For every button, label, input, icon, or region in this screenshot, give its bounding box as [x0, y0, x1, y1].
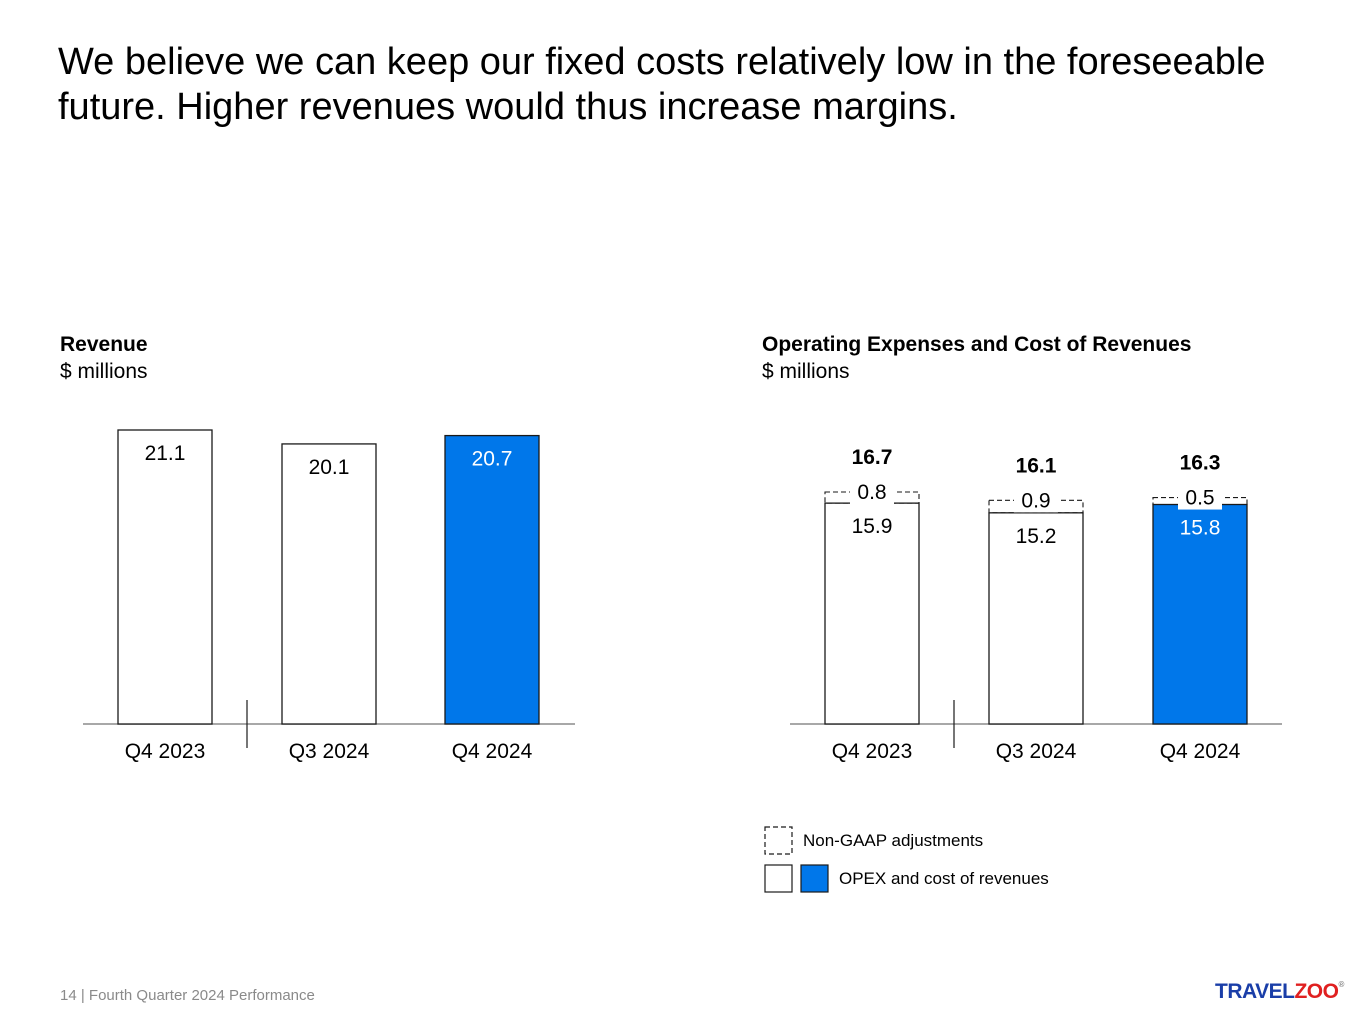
legend-swatch-non-gaap: [764, 826, 793, 855]
x-tick-label: Q3 2024: [289, 740, 370, 763]
bar-q4-2023: [117, 429, 213, 725]
opex-value-label: 15.2: [1016, 525, 1057, 548]
total-value-label: 16.1: [1016, 454, 1057, 477]
legend-label-opex: OPEX and cost of revenues: [839, 869, 1049, 888]
adjustment-value-label: 0.5: [1185, 487, 1214, 510]
revenue-chart-subtitle: $ millions: [60, 360, 148, 383]
total-value-label: 16.3: [1180, 452, 1221, 475]
opex-chart-subtitle: $ millions: [762, 360, 850, 383]
adjustment-label-bg: [1178, 487, 1222, 510]
bar-value-label: 20.1: [309, 456, 350, 479]
bar-q4-2024: [444, 434, 540, 725]
legend-label-non-gaap: Non-GAAP adjustments: [803, 831, 984, 850]
revenue-chart: 21.1 Q4 2023 20.1 Q3 2024 20.7 Q4 2024: [83, 429, 575, 763]
logo-registered-mark: ®: [1338, 980, 1344, 989]
total-value-label: 16.7: [852, 446, 893, 469]
travelzoo-logo: TRAVELZOO®: [1215, 980, 1344, 1004]
adjustment-value-label: 0.8: [857, 481, 886, 504]
logo-main: TRAVEL: [1215, 980, 1295, 1003]
opex-legend-marks: [764, 826, 829, 893]
revenue-chart-title: Revenue: [60, 333, 148, 356]
logo-accent: ZOO: [1294, 980, 1339, 1003]
bar-opex-q4-2024: [1152, 503, 1248, 725]
footer-page-label: 14 | Fourth Quarter 2024 Performance: [60, 987, 315, 1004]
slide-headline: We believe we can keep our fixed costs r…: [58, 41, 1266, 128]
legend-swatch-opex-white: [764, 864, 793, 893]
x-tick-label: Q4 2023: [832, 740, 913, 763]
bar-adjustment-q3-2024: [988, 499, 1084, 514]
x-tick-label: Q4 2024: [1160, 740, 1241, 763]
opex-value-label: 15.9: [852, 515, 893, 538]
x-tick-label: Q4 2023: [125, 740, 206, 763]
bar-value-label: 21.1: [145, 442, 186, 465]
bar-opex-q4-2023: [824, 502, 920, 725]
bar-value-label: 20.7: [472, 448, 513, 471]
adjustment-label-bg: [850, 482, 894, 504]
legend-swatch-opex-blue: [800, 864, 829, 893]
opex-chart-title: Operating Expenses and Cost of Revenues: [762, 333, 1192, 356]
adjustment-value-label: 0.9: [1021, 489, 1050, 512]
x-tick-label: Q4 2024: [452, 740, 533, 763]
bar-q3-2024: [281, 443, 377, 725]
bar-opex-q3-2024: [988, 512, 1084, 725]
adjustment-label-bg: [1014, 490, 1058, 513]
opex-chart: 0.8 15.9 16.7 Q4 2023 0.9 15.2 16.1 Q3 2024 0.5 1…: [790, 446, 1282, 763]
x-tick-label: Q3 2024: [996, 740, 1077, 763]
opex-value-label: 15.8: [1180, 517, 1221, 540]
